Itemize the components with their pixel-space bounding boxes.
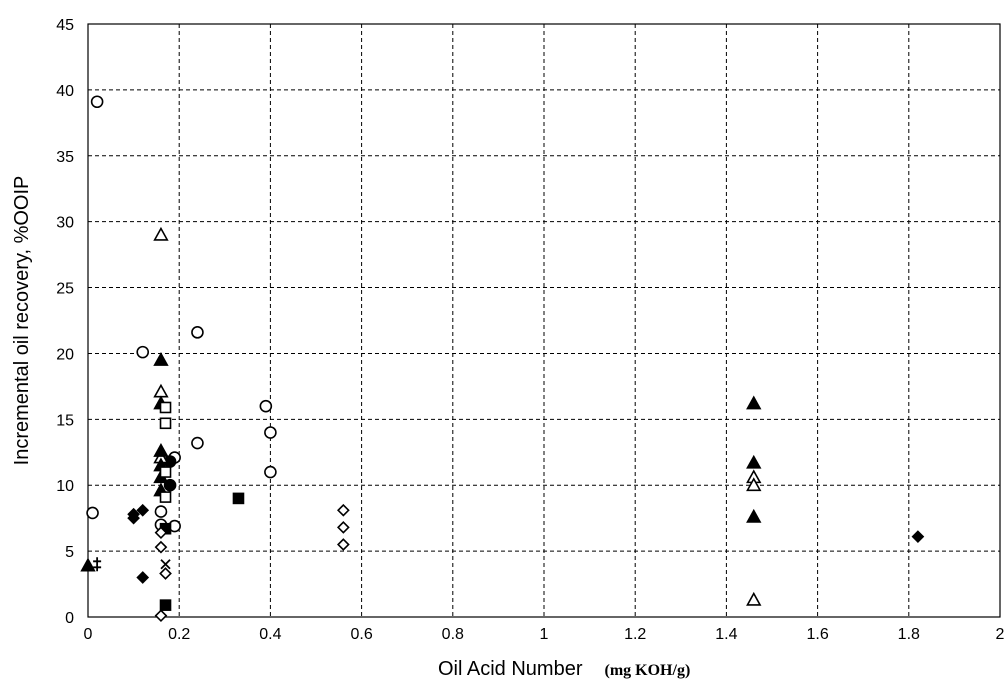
point-open-diamond — [337, 538, 350, 551]
x-tick-label: 0.4 — [259, 626, 281, 643]
x-tick-label: 2 — [996, 626, 1004, 643]
point-filled-diamond — [127, 507, 140, 521]
point-open-triangle — [746, 591, 762, 606]
x-tick-label: 1.8 — [898, 626, 920, 643]
y-tick-label: 35 — [56, 149, 74, 166]
point-filled-triangle — [746, 454, 762, 469]
point-open-circle — [259, 399, 273, 413]
point-filled-square — [232, 492, 245, 505]
y-tick-label: 15 — [56, 412, 74, 429]
data-points — [80, 95, 925, 623]
y-tick-label: 40 — [56, 83, 74, 100]
point-open-diamond — [337, 503, 350, 517]
point-filled-diamond — [136, 503, 150, 517]
point-open-circle — [191, 436, 204, 450]
point-open-square — [159, 466, 172, 478]
point-filled-diamond — [136, 571, 150, 584]
x-axis-title: Oil Acid Number — [438, 658, 583, 680]
x-axis-title-group: Oil Acid Number (mg KOH/g) — [438, 658, 690, 680]
point-filled-diamond — [911, 530, 925, 543]
point-open-square — [159, 491, 172, 503]
y-tick-label: 0 — [65, 610, 74, 627]
point-open-diamond — [154, 526, 168, 540]
x-tick-label: 1.2 — [624, 626, 646, 643]
x-tick-label: 0.8 — [442, 626, 464, 643]
point-filled-square — [159, 599, 172, 611]
point-filled-triangle — [746, 508, 762, 523]
point-open-triangle — [746, 477, 762, 492]
y-tick-label: 20 — [56, 346, 74, 363]
point-double-dagger — [93, 557, 102, 572]
x-tick-label: 0 — [84, 626, 93, 643]
x-axis-unit: (mg KOH/g) — [605, 662, 691, 679]
point-open-diamond — [154, 609, 168, 623]
point-filled-triangle — [80, 557, 96, 572]
x-tick-label: 1 — [540, 626, 549, 643]
point-open-circle — [191, 326, 204, 339]
point-open-square — [159, 401, 172, 414]
y-tick-label: 30 — [56, 215, 74, 232]
x-tick-label: 0.6 — [350, 626, 372, 643]
tick-labels: 0 0.2 0.4 0.6 0.8 1 1.2 1.4 1.6 1.8 20510152025303… — [56, 17, 1004, 643]
point-open-circle — [136, 345, 150, 359]
point-filled-triangle — [153, 352, 169, 366]
point-cross — [160, 559, 171, 570]
point-open-diamond — [159, 567, 172, 580]
y-tick-label: 10 — [56, 478, 74, 495]
point-open-diamond — [337, 521, 350, 534]
point-open-triangle — [153, 383, 169, 398]
x-tick-label: 0.2 — [168, 626, 190, 643]
plot-area-frame — [87, 23, 1001, 618]
point-open-square — [159, 417, 172, 430]
point-open-triangle — [153, 226, 169, 241]
point-open-circle — [154, 505, 168, 518]
x-tick-label: 1.6 — [806, 626, 828, 643]
y-axis-title: Incremental oil recovery, %OOIP — [11, 176, 33, 466]
x-tick-label: 1.4 — [715, 626, 737, 643]
y-tick-label: 5 — [65, 544, 74, 561]
y-tick-label: 25 — [56, 281, 74, 298]
point-open-circle — [86, 506, 99, 520]
point-open-circle — [264, 426, 277, 439]
point-open-circle — [90, 95, 104, 109]
point-filled-triangle — [746, 395, 762, 410]
y-tick-label: 45 — [56, 17, 74, 34]
point-open-circle — [264, 465, 277, 479]
gridlines — [88, 24, 1000, 617]
point-filled-triangle — [153, 442, 169, 457]
point-open-diamond — [154, 540, 168, 554]
